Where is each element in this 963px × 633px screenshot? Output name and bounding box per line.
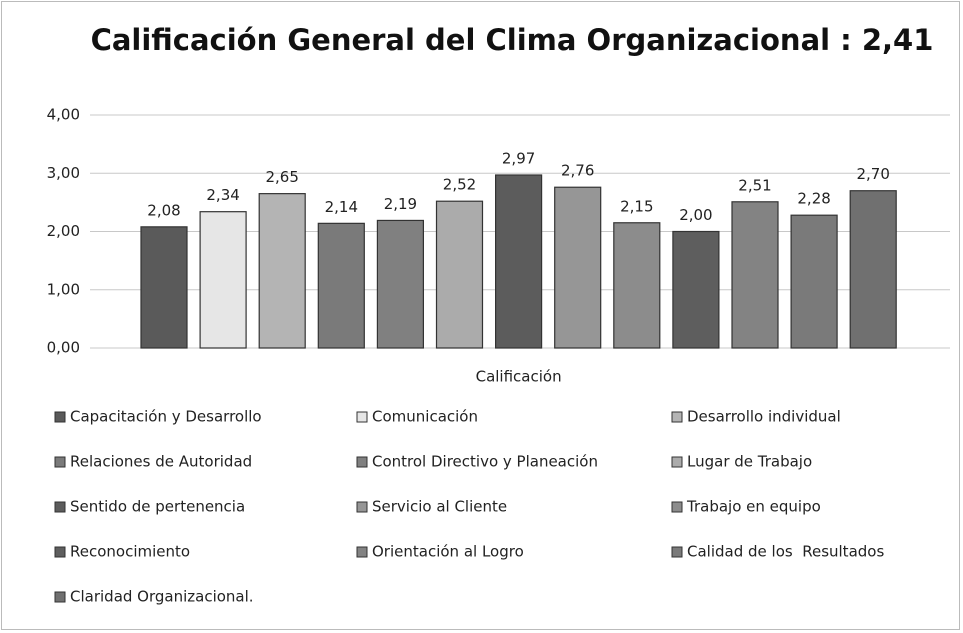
legend-label: Reconocimiento [70,543,190,561]
legend-label: Capacitación y Desarrollo [70,408,262,426]
legend-label: Claridad Organizacional. [70,588,254,606]
bar [140,226,188,349]
legend-swatch [54,456,66,468]
bar [672,230,720,349]
y-tick-label: 3,00 [47,164,80,182]
bar [317,222,365,349]
data-label: 2,65 [265,168,298,186]
legend-swatch [356,501,368,513]
bar [376,219,424,349]
bar [495,174,543,349]
legend-label: Desarrollo individual [687,408,841,426]
data-label: 2,08 [147,201,180,219]
legend-swatch [54,591,66,603]
legend-swatch [671,546,683,558]
legend-swatch [54,501,66,513]
legend-label: Calidad de los Resultados [687,543,884,561]
data-label: 2,19 [384,195,417,213]
data-label: 2,14 [325,198,358,216]
data-label: 2,15 [620,197,653,215]
legend-swatch [356,411,368,423]
bar [258,193,306,349]
data-label: 2,00 [679,206,712,224]
bar [435,200,484,349]
legend-label: Lugar de Trabajo [687,453,812,471]
bar [554,186,602,349]
legend-swatch [54,546,66,558]
bar [849,190,897,349]
bar [731,201,779,349]
data-label: 2,52 [443,176,476,194]
y-tick-label: 0,00 [47,339,80,357]
legend-label: Control Directivo y Planeación [372,453,598,471]
x-axis-category: Calificación [476,368,562,386]
legend-swatch [356,456,368,468]
data-label: 2,34 [206,186,239,204]
bar [613,222,661,349]
y-tick-label: 2,00 [47,222,80,240]
legend-swatch [671,501,683,513]
data-label: 2,28 [797,190,830,208]
legend-label: Orientación al Logro [372,543,524,561]
legend-label: Sentido de pertenencia [70,498,245,516]
data-label: 2,51 [738,176,771,194]
legend-label: Trabajo en equipo [686,498,821,516]
legend-label: Relaciones de Autoridad [70,453,252,471]
legend-swatch [356,546,368,558]
data-label: 2,76 [561,162,594,180]
data-label: 2,97 [502,149,535,167]
legend-swatch [671,411,683,423]
legend-label: Servicio al Cliente [372,498,507,516]
y-tick-label: 1,00 [47,280,80,298]
chart-title: Calificación General del Clima Organizac… [91,23,934,57]
legend-swatch [671,456,683,468]
bar [199,211,247,349]
y-tick-label: 4,00 [47,106,80,124]
bar [790,214,838,349]
legend-label: Comunicación [372,408,478,426]
data-label: 2,70 [856,165,889,183]
legend-swatch [54,411,66,423]
